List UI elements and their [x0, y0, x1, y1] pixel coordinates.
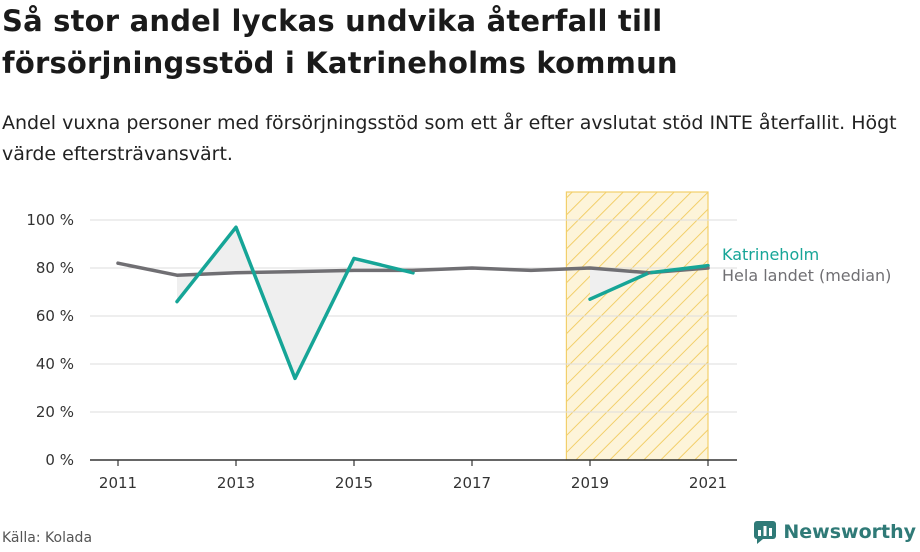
x-tick-label: 2015: [335, 474, 373, 492]
x-tick-label: 2011: [99, 474, 137, 492]
data-point-katrineholm: [411, 271, 415, 275]
y-tick-label: 100 %: [26, 211, 74, 229]
data-point-median: [706, 266, 710, 270]
data-point-median: [470, 266, 474, 270]
y-tick-label: 60 %: [36, 307, 74, 325]
x-tick-label: 2019: [571, 474, 609, 492]
y-tick-label: 40 %: [36, 355, 74, 373]
y-tick-label: 20 %: [36, 403, 74, 421]
data-point-median: [411, 268, 415, 272]
y-tick-label: 80 %: [36, 259, 74, 277]
series-label-median: Hela landet (median): [722, 266, 891, 285]
data-point-katrineholm: [706, 264, 710, 268]
data-point-katrineholm: [293, 376, 297, 380]
highlight-period-hatch: [565, 191, 709, 461]
newsworthy-logo: Newsworthy: [753, 520, 916, 544]
difference-area: [590, 265, 708, 300]
data-point-katrineholm: [352, 256, 356, 260]
data-point-median: [234, 271, 238, 275]
data-point-median: [116, 261, 120, 265]
series-label-katrineholm: Katrineholm: [722, 245, 819, 264]
source-note: Källa: Kolada: [2, 530, 93, 546]
data-point-katrineholm: [588, 297, 592, 301]
data-point-katrineholm: [234, 225, 238, 229]
y-tick-label: 0 %: [45, 451, 74, 469]
x-tick-label: 2021: [689, 474, 727, 492]
x-tick-label: 2013: [217, 474, 255, 492]
bar-chart-icon: [754, 521, 777, 544]
x-tick-label: 2017: [453, 474, 491, 492]
data-point-median: [588, 266, 592, 270]
difference-area: [177, 227, 413, 379]
data-point-median: [352, 268, 356, 272]
brand-name: Newsworthy: [783, 521, 916, 543]
data-point-median: [293, 270, 297, 274]
chart-title: Så stor andel lyckas undvika återfall ti…: [2, 4, 678, 80]
data-point-median: [647, 271, 651, 275]
data-point-katrineholm: [175, 300, 179, 304]
data-point-median: [175, 273, 179, 277]
data-point-median: [529, 268, 533, 272]
chart-subtitle: Andel vuxna personer med försörjningsstö…: [2, 112, 897, 165]
